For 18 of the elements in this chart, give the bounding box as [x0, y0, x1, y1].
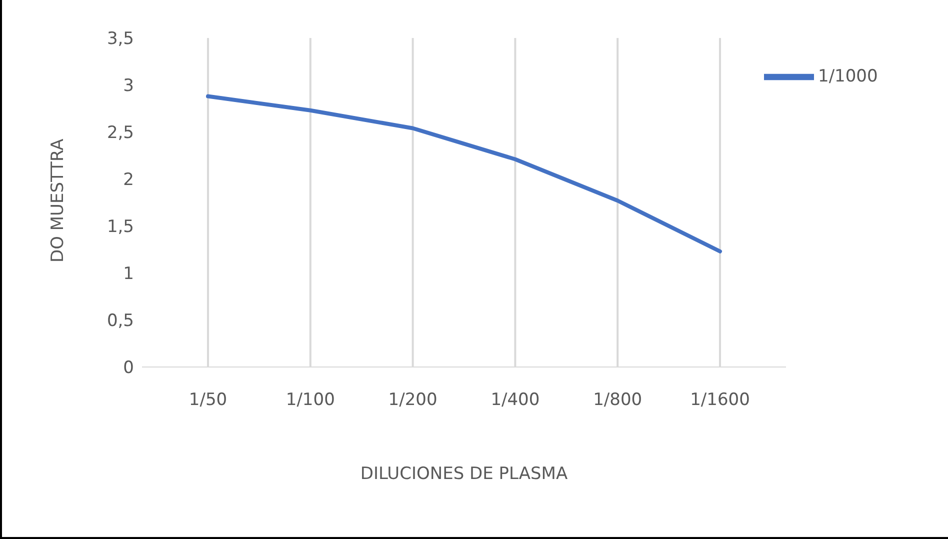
y-axis-title: DO MUESTTRA — [48, 138, 68, 262]
y-tick-label: 1,5 — [106, 217, 134, 238]
x-tick-label: 1/50 — [188, 390, 228, 410]
y-tick-label: 3 — [123, 76, 134, 96]
x-tick-label: 1/800 — [593, 390, 642, 410]
x-tick-label: 1/1600 — [690, 390, 750, 410]
y-tick-label: 2 — [123, 170, 134, 190]
x-axis-title: DILUCIONES DE PLASMA — [360, 464, 568, 484]
line-series — [206, 94, 722, 254]
y-tick-label: 0,5 — [106, 311, 134, 332]
x-tick-label: 1/400 — [490, 390, 540, 410]
y-tick-label: 2,5 — [106, 123, 134, 144]
x-tick-label: 1/200 — [388, 390, 438, 410]
x-tick-label: 1/100 — [286, 390, 335, 410]
y-tick-label: 1 — [123, 264, 134, 284]
legend-label: 1/1000 — [818, 66, 878, 87]
y-tick-label: 3,5 — [106, 29, 134, 50]
y-tick-label: 0 — [123, 358, 134, 378]
